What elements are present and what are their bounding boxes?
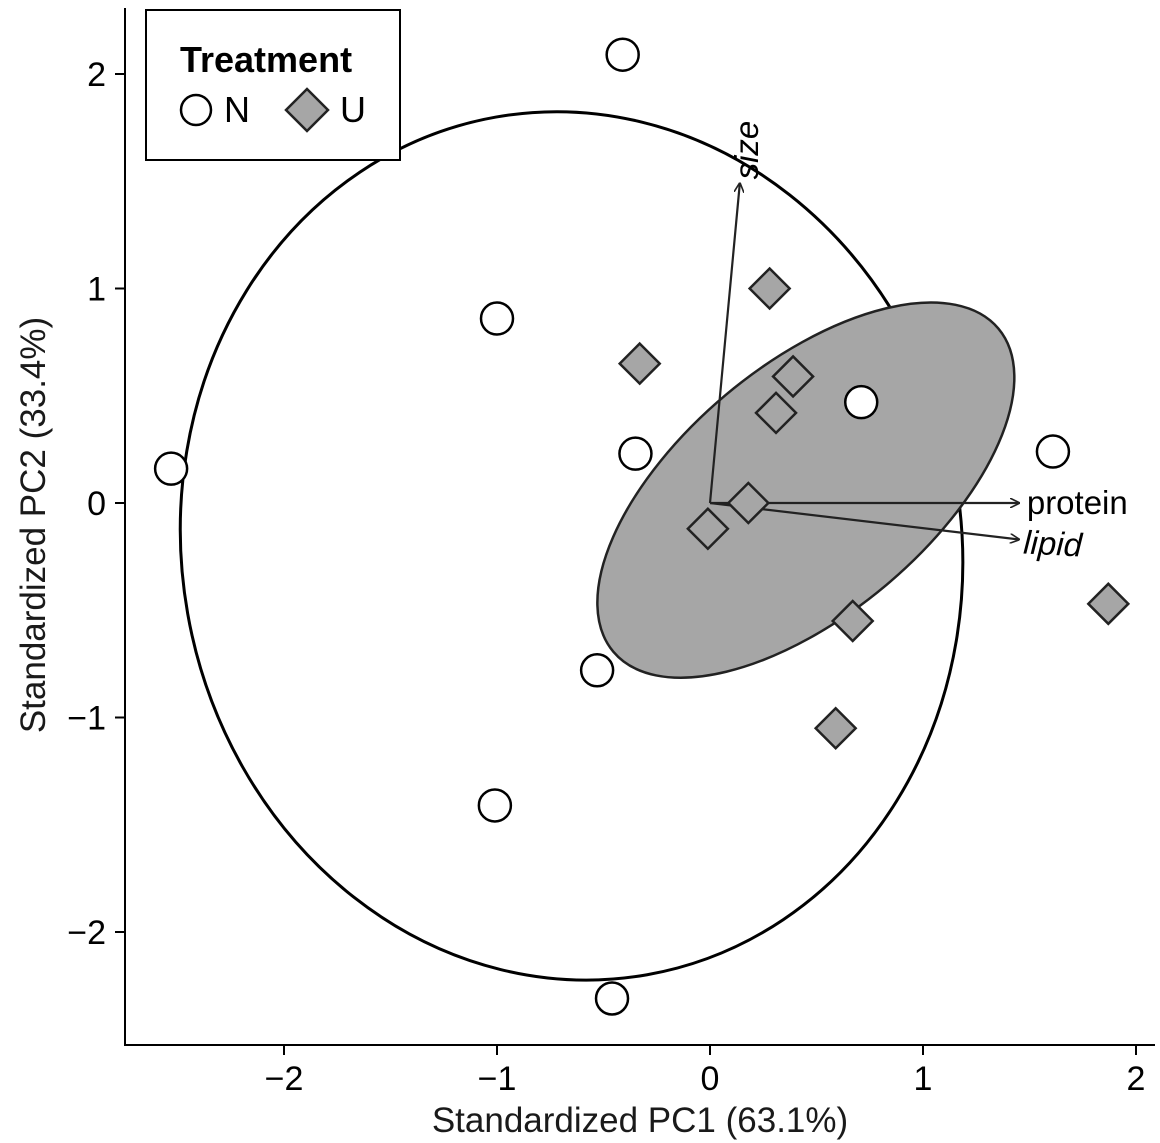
point-u <box>1086 582 1131 626</box>
legend-label-n: N <box>224 89 250 130</box>
point-n <box>479 301 515 336</box>
point-u <box>686 506 730 551</box>
y-tick-label: 0 <box>87 485 106 523</box>
vector-label-lipid: lipid <box>1022 524 1084 564</box>
x-tick-label: −2 <box>265 1060 304 1098</box>
point-n <box>1035 434 1071 469</box>
point-u <box>813 706 858 750</box>
x-tick-label: 1 <box>914 1060 933 1098</box>
legend-title: Treatment <box>180 39 352 80</box>
y-axis-title: Standardized PC2 (33.4%) <box>14 317 53 733</box>
vector-label-size: size <box>728 121 765 180</box>
legend-marker-u <box>284 87 330 133</box>
point-u <box>747 266 792 311</box>
confidence-ellipses <box>178 110 1016 982</box>
legend-label-u: U <box>340 89 366 130</box>
x-axis-title: Standardized PC1 (63.1%) <box>432 1101 848 1140</box>
point-u <box>830 599 875 643</box>
axes: Standardized PC1 (63.1%) Standardized PC… <box>14 8 1155 1140</box>
y-tick-label: 1 <box>87 271 106 309</box>
vector-label-protein: protein <box>1027 484 1128 521</box>
point-u <box>617 341 662 386</box>
point-n <box>579 653 615 688</box>
x-tick-label: 2 <box>1127 1060 1146 1098</box>
data-points <box>153 37 1131 1016</box>
y-tick-label: −1 <box>67 700 106 738</box>
x-tick-label: −1 <box>478 1060 517 1098</box>
ellipse-u <box>596 301 1016 679</box>
x-tick-label: 0 <box>701 1060 720 1098</box>
point-n <box>605 37 640 72</box>
y-tick-label: 2 <box>87 56 106 94</box>
point-n <box>477 788 513 823</box>
point-n <box>618 436 653 471</box>
point-n <box>153 451 189 486</box>
point-u <box>771 354 815 399</box>
y-tick-label: −2 <box>67 914 106 952</box>
point-u <box>726 481 771 525</box>
legend-marker-n <box>179 93 213 127</box>
vector-size <box>708 183 740 504</box>
point-n <box>843 384 879 420</box>
point-n <box>594 981 630 1016</box>
point-u <box>754 391 798 435</box>
legend-box <box>145 9 401 161</box>
legend: Treatment N U <box>145 9 401 161</box>
